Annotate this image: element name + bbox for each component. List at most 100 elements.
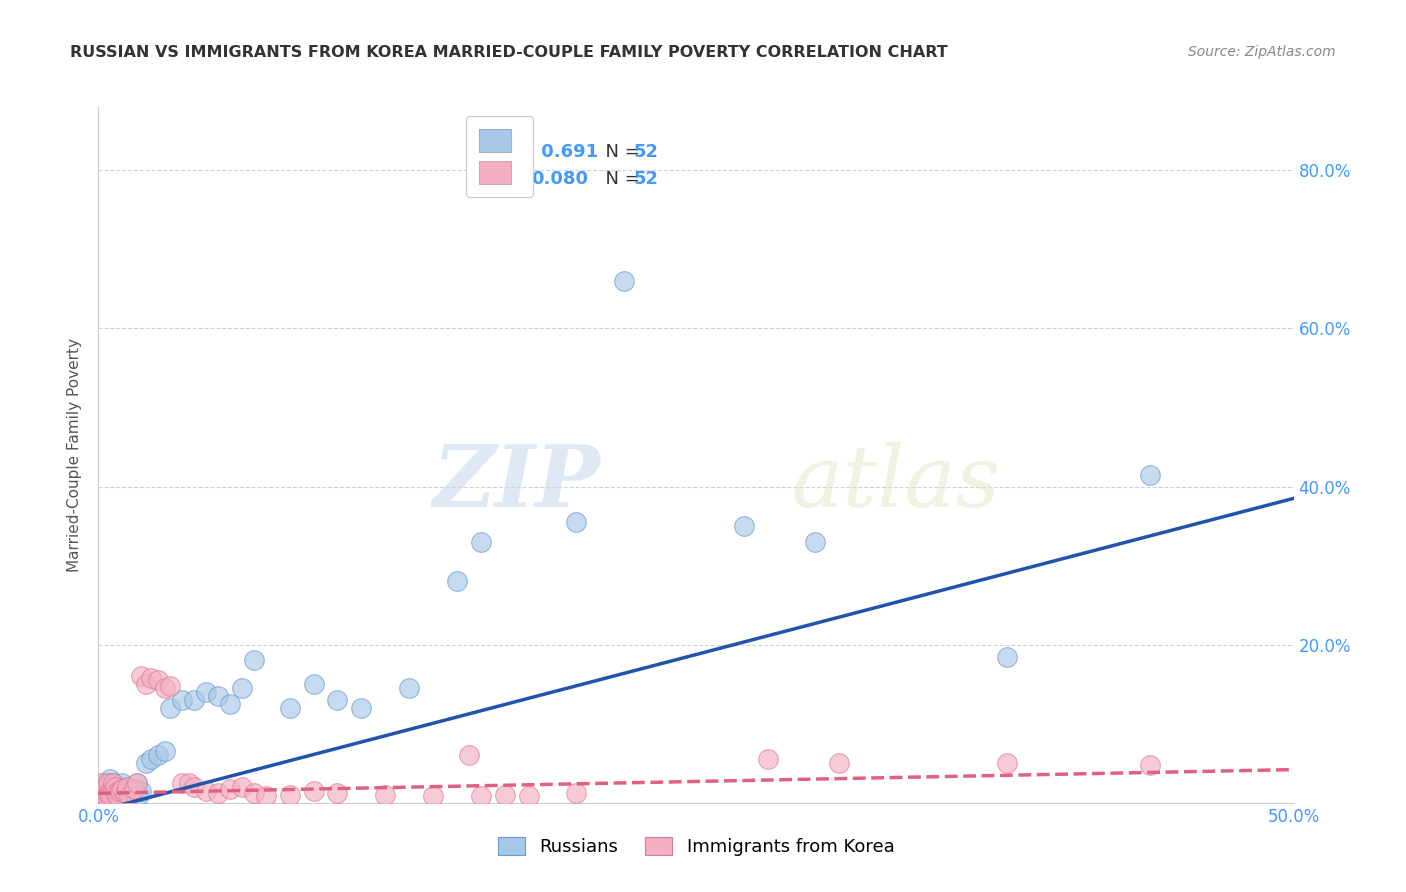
Point	[107, 789, 129, 804]
Text: 52: 52	[634, 169, 659, 187]
Point	[756, 752, 779, 766]
Point	[172, 776, 194, 790]
Point	[183, 780, 205, 794]
Point	[159, 701, 181, 715]
Point	[118, 789, 141, 804]
Point	[125, 776, 148, 790]
Point	[219, 697, 242, 711]
Text: 0.080: 0.080	[531, 169, 588, 187]
Y-axis label: Married-Couple Family Poverty: Married-Couple Family Poverty	[67, 338, 83, 572]
Point	[565, 515, 588, 529]
Point	[90, 780, 112, 794]
Point	[374, 788, 396, 802]
Point	[135, 677, 157, 691]
Point	[207, 786, 229, 800]
Point	[350, 701, 373, 715]
Point	[565, 786, 588, 800]
Point	[139, 671, 162, 685]
Point	[470, 534, 492, 549]
Point	[470, 789, 492, 804]
Point	[91, 788, 114, 802]
Point	[98, 792, 122, 806]
Point	[104, 780, 127, 794]
Point	[458, 748, 481, 763]
Point	[155, 681, 177, 695]
Point	[101, 776, 124, 790]
Point	[278, 701, 301, 715]
Point	[326, 693, 349, 707]
Point	[104, 786, 127, 800]
Point	[148, 673, 170, 688]
Point	[94, 781, 117, 796]
Point	[104, 781, 127, 796]
Text: N =: N =	[595, 144, 645, 161]
Text: Source: ZipAtlas.com: Source: ZipAtlas.com	[1188, 45, 1336, 59]
Point	[90, 784, 112, 798]
Point	[97, 786, 120, 800]
Text: R =: R =	[501, 144, 540, 161]
Point	[155, 744, 177, 758]
Point	[111, 788, 134, 802]
Point	[398, 681, 420, 695]
Point	[231, 681, 253, 695]
Point	[98, 784, 122, 798]
Point	[159, 679, 181, 693]
Text: R =: R =	[501, 169, 540, 187]
Point	[98, 772, 122, 786]
Point	[97, 776, 120, 790]
Text: N =: N =	[595, 169, 645, 187]
Legend: Russians, Immigrants from Korea: Russians, Immigrants from Korea	[491, 830, 901, 863]
Point	[1139, 757, 1161, 772]
Point	[131, 784, 153, 798]
Point	[115, 786, 138, 800]
Point	[179, 776, 201, 790]
Point	[104, 786, 127, 800]
Point	[231, 780, 253, 794]
Point	[94, 789, 117, 804]
Point	[90, 776, 112, 790]
Point	[115, 780, 138, 794]
Point	[114, 786, 136, 800]
Point	[101, 781, 124, 796]
Point	[1139, 467, 1161, 482]
Point	[108, 784, 131, 798]
Point	[139, 752, 162, 766]
Point	[131, 669, 153, 683]
Point	[148, 748, 170, 763]
Point	[733, 519, 755, 533]
Point	[90, 781, 112, 796]
Point	[446, 574, 468, 589]
Point	[97, 778, 120, 793]
Point	[302, 784, 325, 798]
Point	[195, 685, 218, 699]
Point	[124, 781, 146, 796]
Point	[125, 776, 148, 790]
Point	[107, 789, 129, 804]
Point	[107, 780, 129, 794]
Point	[94, 780, 117, 794]
Point	[254, 789, 277, 804]
Point	[613, 274, 636, 288]
Point	[97, 786, 120, 800]
Point	[172, 693, 194, 707]
Point	[111, 781, 134, 796]
Point	[91, 784, 114, 798]
Point	[326, 786, 349, 800]
Point	[98, 784, 122, 798]
Text: RUSSIAN VS IMMIGRANTS FROM KOREA MARRIED-COUPLE FAMILY POVERTY CORRELATION CHART: RUSSIAN VS IMMIGRANTS FROM KOREA MARRIED…	[70, 45, 948, 60]
Point	[422, 789, 444, 804]
Point	[124, 781, 146, 796]
Point	[183, 693, 205, 707]
Point	[91, 788, 114, 802]
Text: ZIP: ZIP	[433, 441, 600, 524]
Point	[207, 689, 229, 703]
Text: atlas: atlas	[792, 442, 1001, 524]
Point	[828, 756, 851, 771]
Point	[111, 776, 134, 790]
Point	[804, 534, 827, 549]
Point	[278, 788, 301, 802]
Point	[195, 784, 218, 798]
Point	[98, 788, 122, 802]
Point	[995, 649, 1018, 664]
Point	[494, 788, 516, 802]
